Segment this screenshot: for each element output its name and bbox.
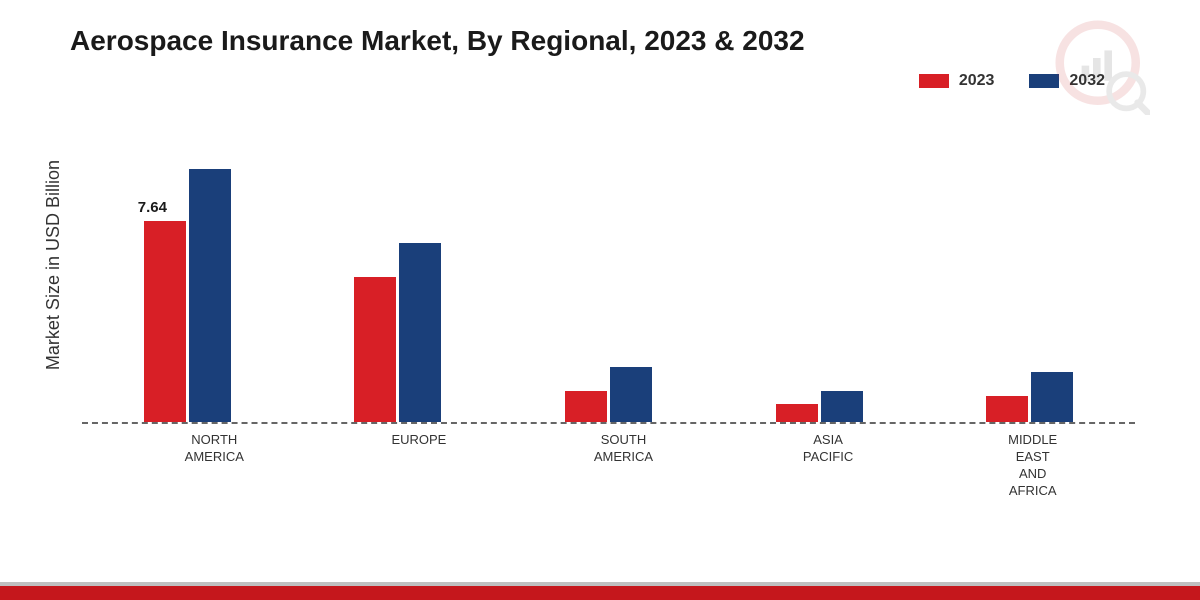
bar-group xyxy=(553,367,663,422)
x-axis-label: NORTH AMERICA xyxy=(159,432,269,500)
chart-area: Market Size in USD Billion 7.64 NORTH AM… xyxy=(35,120,1165,500)
bar-2023 xyxy=(776,404,818,422)
bar-value-label: 7.64 xyxy=(138,199,167,216)
bar-2023 xyxy=(986,396,1028,422)
x-axis-label: ASIA PACIFIC xyxy=(773,432,883,500)
bar-2032 xyxy=(1031,372,1073,422)
y-axis-label: Market Size in USD Billion xyxy=(35,160,72,370)
chart-title: Aerospace Insurance Market, By Regional,… xyxy=(70,25,1165,57)
legend-label-2023: 2023 xyxy=(959,72,995,90)
bar-group xyxy=(975,372,1085,422)
bar-group: 7.64 xyxy=(132,169,242,422)
bar-2032 xyxy=(821,391,863,423)
bar-group xyxy=(764,391,874,423)
legend-item-2023: 2023 xyxy=(919,72,995,90)
watermark-logo xyxy=(1055,20,1150,115)
bar-2032 xyxy=(610,367,652,422)
x-axis-label: EUROPE xyxy=(364,432,474,500)
x-axis-label: SOUTH AMERICA xyxy=(568,432,678,500)
x-axis-label: MIDDLE EAST AND AFRICA xyxy=(978,432,1088,500)
x-axis-labels: NORTH AMERICA EUROPE SOUTH AMERICA ASIA PAC… xyxy=(112,432,1135,500)
bar-2023 xyxy=(354,277,396,422)
bar-2023 xyxy=(565,391,607,423)
bar-2032 xyxy=(189,169,231,422)
chart-legend: 2023 2032 xyxy=(35,72,1105,90)
bar-group xyxy=(343,243,453,422)
footer-bar xyxy=(0,586,1200,600)
bar-2032 xyxy=(399,243,441,422)
legend-swatch-2023 xyxy=(919,74,949,88)
bar-2023: 7.64 xyxy=(144,221,186,422)
chart-plot: 7.64 xyxy=(82,120,1135,424)
